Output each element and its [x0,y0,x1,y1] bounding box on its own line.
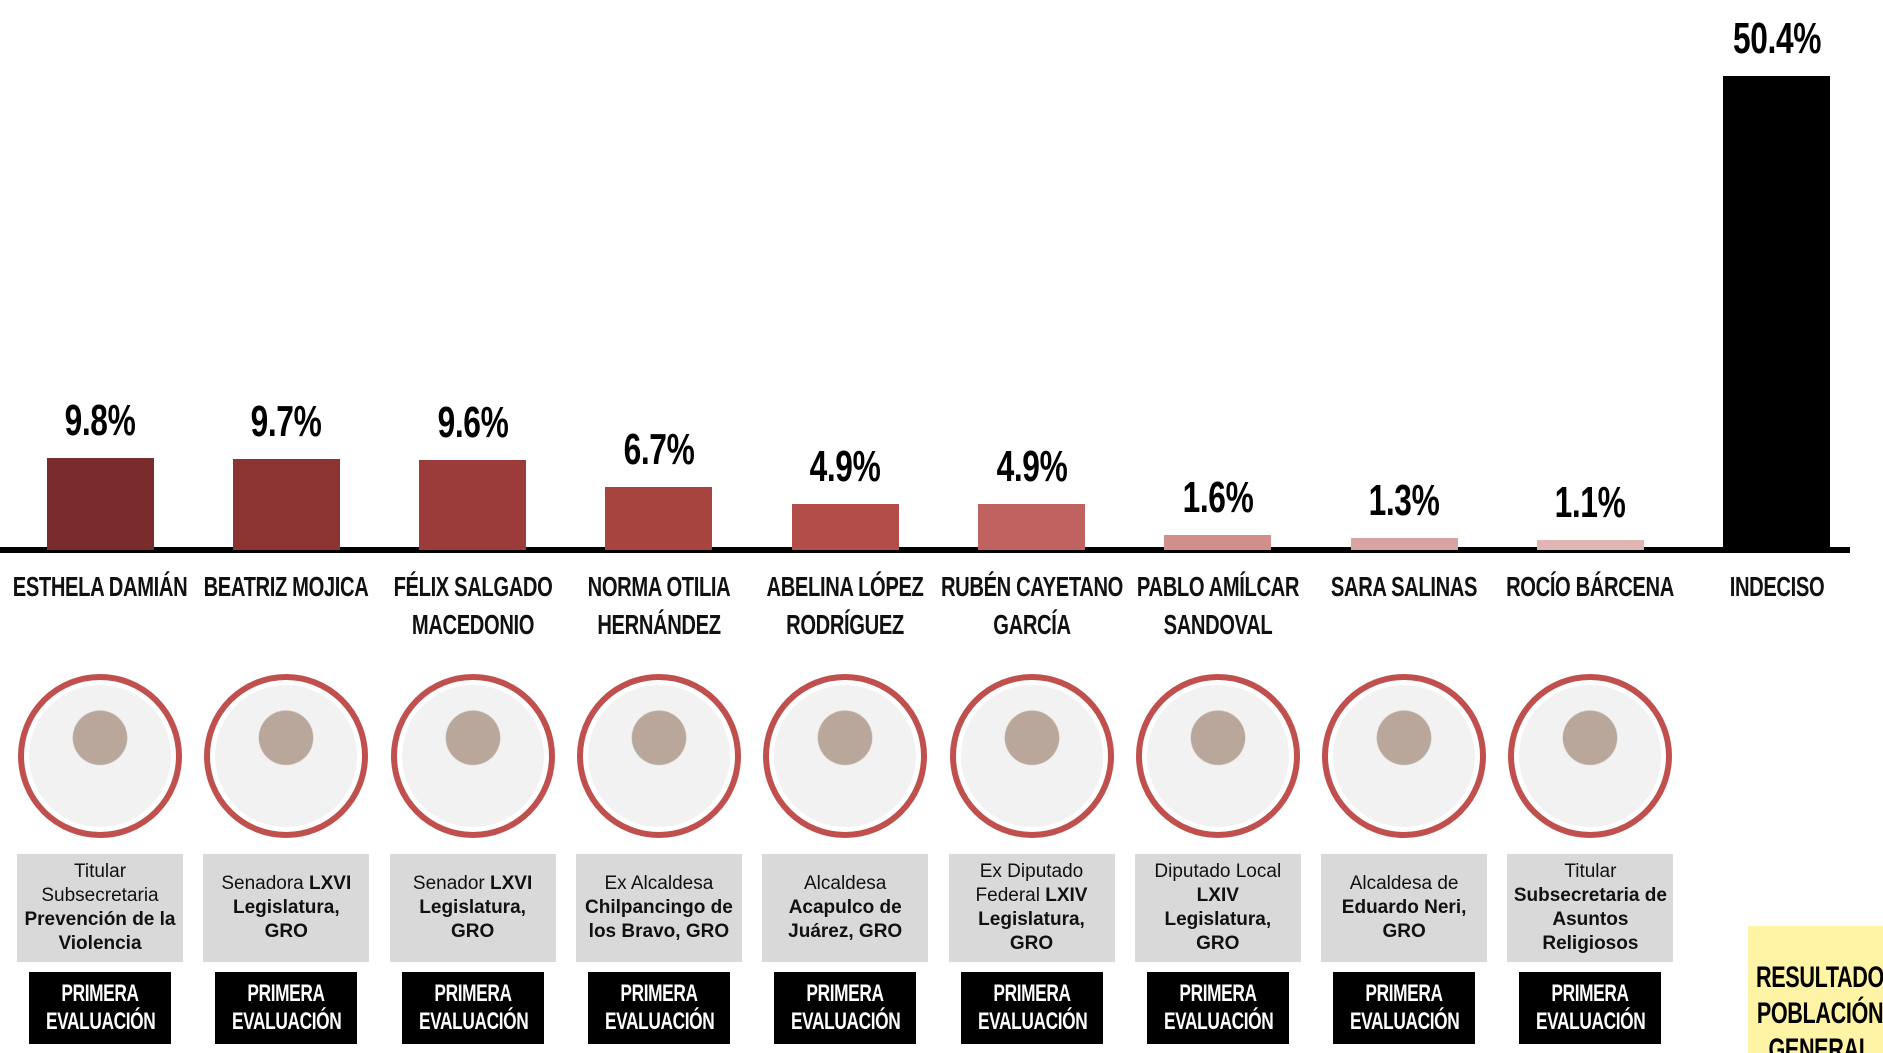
role-bold: Subsecretaria de Asuntos Religiosos [1514,885,1667,954]
category-label: ESTHELA DAMIÁN [6,568,193,606]
role-bold: Acapulco de Juárez, GRO [788,897,902,942]
role-plain: Senadora [221,873,303,894]
badge-text: PRIMERA EVALUACIÓN [605,980,713,1036]
role-text: Senadora LXVI Legislatura, GRO [209,872,363,944]
role-box: Senadora LXVI Legislatura, GRO [203,854,369,962]
photo [1322,674,1486,838]
category-label: SARA SALINAS [1310,568,1497,606]
role-text: Ex Alcaldesa Chilpancingo de los Bravo, … [582,872,736,944]
bar [47,458,154,550]
photo [391,674,555,838]
badge: PRIMERA EVALUACIÓN [1147,972,1289,1044]
chart: 9.8% ESTHELA DAMIÁN 9.7% BEATRIZ MOJICA 9.6%… [0,0,1883,1053]
value-label: 50.4% [1690,14,1863,64]
bar [978,504,1085,550]
value-label: 1.3% [1318,476,1491,526]
page: 9.8% ESTHELA DAMIÁN 9.7% BEATRIZ MOJICA 9.6%… [0,0,1883,1053]
category-label: ABELINA LÓPEZ RODRÍGUEZ [752,568,939,644]
role-text: Titular Subsecretaria Prevención de la V… [23,860,177,956]
role-bold: Prevención de la Violencia [24,909,175,954]
role-text: Diputado Local LXIV Legislatura, GRO [1141,860,1295,956]
bar [1351,538,1458,550]
badge: PRIMERA EVALUACIÓN [215,972,357,1044]
role-bold: Chilpancingo de los Bravo, GRO [585,897,733,942]
value-label: 4.9% [945,442,1118,492]
role-plain: Alcaldesa de [1350,873,1459,894]
badge-text: PRIMERA EVALUACIÓN [419,980,527,1036]
role-plain: Senador [413,873,485,894]
role-plain: Titular [1564,861,1616,882]
badge-text: PRIMERA EVALUACIÓN [791,980,899,1036]
value-label: 9.6% [386,398,559,448]
bar [1164,535,1271,550]
role-box: Ex Diputado Federal LXIV Legislatura, GR… [949,854,1115,962]
value-label: 6.7% [572,425,745,475]
photo [577,674,741,838]
category-label: ROCÍO BÁRCENA [1497,568,1684,606]
bar [605,487,712,550]
value-label: 4.9% [759,442,932,492]
value-label: 1.6% [1131,473,1304,523]
photo [204,674,368,838]
note-box: RESULTADO POBLACIÓN GENERAL [1748,926,1883,1053]
role-bold: Eduardo Neri, GRO [1342,897,1467,942]
role-bold: LXIV Legislatura, GRO [1164,885,1271,954]
category-label: NORMA OTILIA HERNÁNDEZ [565,568,752,644]
role-box: Diputado Local LXIV Legislatura, GRO [1135,854,1301,962]
badge: PRIMERA EVALUACIÓN [1333,972,1475,1044]
bar [233,459,340,550]
bar [1537,540,1644,550]
category-label: INDECISO [1683,568,1870,606]
photo [1508,674,1672,838]
role-text: Ex Diputado Federal LXIV Legislatura, GR… [955,860,1109,956]
value-label: 1.1% [1504,478,1677,528]
role-plain: Alcaldesa [804,873,886,894]
role-plain: Ex Alcaldesa [604,873,713,894]
bar [1723,76,1830,550]
role-box: Ex Alcaldesa Chilpancingo de los Bravo, … [576,854,742,962]
category-label: RUBÉN CAYETANO GARCÍA [938,568,1125,644]
value-label: 9.7% [200,397,373,447]
badge-text: PRIMERA EVALUACIÓN [1536,980,1644,1036]
photo [950,674,1114,838]
badge: PRIMERA EVALUACIÓN [588,972,730,1044]
badge: PRIMERA EVALUACIÓN [774,972,916,1044]
role-text: Senador LXVI Legislatura, GRO [396,872,550,944]
bar [792,504,899,550]
photo [1136,674,1300,838]
role-text: Alcaldesa Acapulco de Juárez, GRO [768,872,922,944]
role-text: Titular Subsecretaria de Asuntos Religio… [1513,860,1667,956]
badge-text: PRIMERA EVALUACIÓN [1350,980,1458,1036]
role-box: Titular Subsecretaria Prevención de la V… [17,854,183,962]
role-plain: Diputado Local [1154,861,1281,882]
photo [18,674,182,838]
badge-text: PRIMERA EVALUACIÓN [46,980,154,1036]
role-text: Alcaldesa de Eduardo Neri, GRO [1327,872,1481,944]
badge: PRIMERA EVALUACIÓN [1519,972,1661,1044]
badge-text: PRIMERA EVALUACIÓN [232,980,340,1036]
role-box: Alcaldesa de Eduardo Neri, GRO [1321,854,1487,962]
value-label: 9.8% [14,396,187,446]
badge: PRIMERA EVALUACIÓN [29,972,171,1044]
category-label: PABLO AMÍLCAR SANDOVAL [1124,568,1311,644]
badge: PRIMERA EVALUACIÓN [402,972,544,1044]
role-box: Titular Subsecretaria de Asuntos Religio… [1507,854,1673,962]
role-box: Alcaldesa Acapulco de Juárez, GRO [762,854,928,962]
badge-text: PRIMERA EVALUACIÓN [978,980,1086,1036]
badge-text: PRIMERA EVALUACIÓN [1164,980,1272,1036]
badge: PRIMERA EVALUACIÓN [961,972,1103,1044]
category-label: BEATRIZ MOJICA [193,568,380,606]
photo [763,674,927,838]
role-box: Senador LXVI Legislatura, GRO [390,854,556,962]
role-plain: Titular Subsecretaria [41,861,158,906]
bar [419,460,526,550]
note-text: RESULTADO POBLACIÓN GENERAL [1748,960,1883,1053]
category-label: FÉLIX SALGADO MACEDONIO [379,568,566,644]
